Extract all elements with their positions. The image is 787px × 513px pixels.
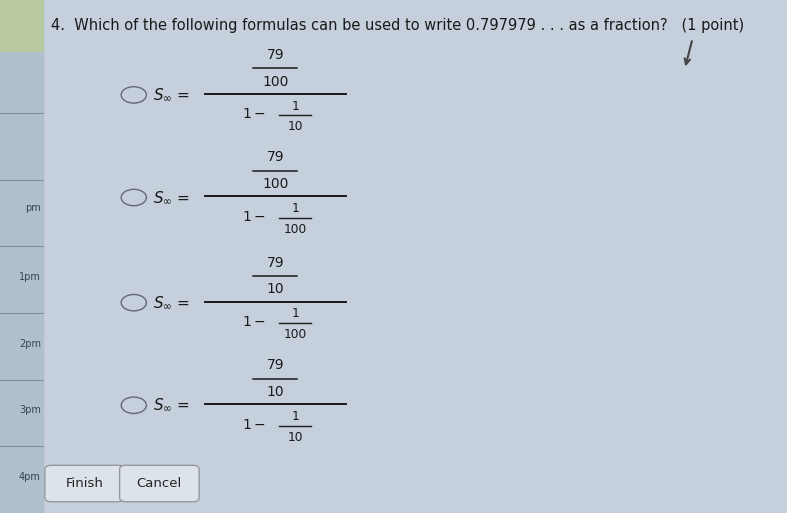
Text: 4pm: 4pm [19, 472, 41, 482]
Text: 2pm: 2pm [19, 339, 41, 349]
Bar [0, 0, 43, 513]
Text: 1: 1 [291, 410, 299, 423]
Text: 100: 100 [283, 223, 307, 236]
Text: $S_{\infty}$ =: $S_{\infty}$ = [153, 294, 190, 311]
Bar [0, 0, 43, 51]
Text: $S_{\infty}$ =: $S_{\infty}$ = [153, 397, 190, 413]
Text: 100: 100 [262, 74, 289, 89]
Text: pm: pm [25, 203, 41, 213]
Text: $S_{\infty}$ =: $S_{\infty}$ = [153, 87, 190, 103]
Text: Finish: Finish [65, 477, 104, 490]
Text: $1-$: $1-$ [242, 315, 265, 329]
FancyBboxPatch shape [45, 465, 124, 502]
Text: 1pm: 1pm [19, 272, 41, 282]
Text: $1-$: $1-$ [242, 107, 265, 122]
Text: $S_{\infty}$ =: $S_{\infty}$ = [153, 189, 190, 206]
Text: $1-$: $1-$ [242, 418, 265, 432]
Text: 3pm: 3pm [19, 405, 41, 416]
FancyBboxPatch shape [120, 465, 199, 502]
Text: 1: 1 [291, 100, 299, 113]
Text: 10: 10 [287, 120, 303, 133]
Text: 1: 1 [291, 307, 299, 321]
Text: 79: 79 [267, 150, 284, 165]
Text: 100: 100 [283, 328, 307, 341]
Text: 10: 10 [267, 282, 284, 297]
Text: 79: 79 [267, 255, 284, 270]
Text: 10: 10 [287, 430, 303, 444]
Text: Cancel: Cancel [137, 477, 182, 490]
Text: 10: 10 [267, 385, 284, 399]
Text: 4.  Which of the following formulas can be used to write 0.797979 . . . as a fra: 4. Which of the following formulas can b… [51, 18, 745, 33]
Text: $1-$: $1-$ [242, 210, 265, 224]
Text: 79: 79 [267, 358, 284, 372]
Text: 100: 100 [262, 177, 289, 191]
Text: 1: 1 [291, 202, 299, 215]
Text: 79: 79 [267, 48, 284, 62]
